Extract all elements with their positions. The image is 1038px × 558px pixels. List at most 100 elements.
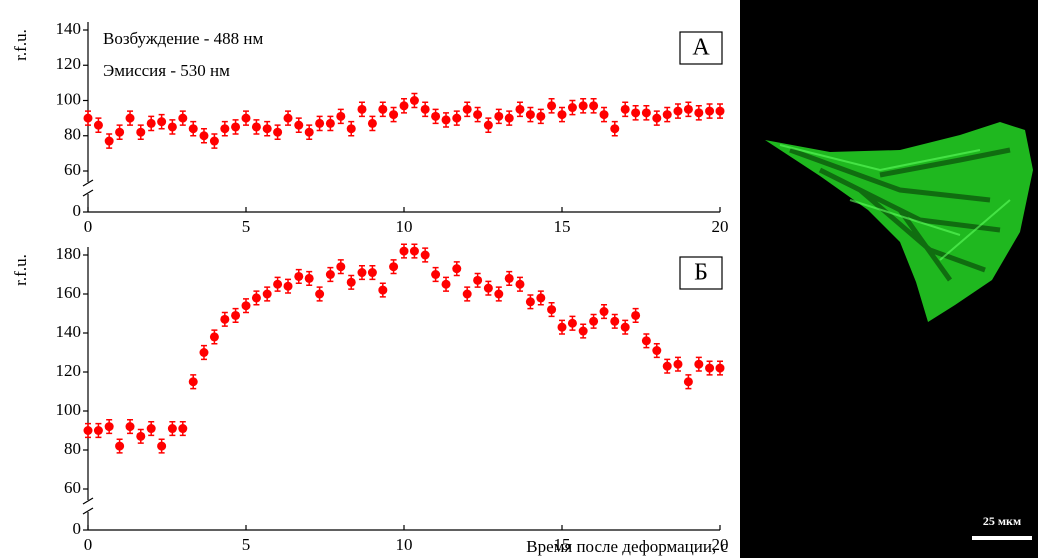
point	[620, 322, 630, 332]
cell-highlights	[779, 144, 1011, 261]
point	[336, 111, 346, 121]
point	[420, 250, 430, 260]
point	[536, 111, 546, 121]
y-tick-label: 180	[56, 244, 82, 263]
point	[662, 110, 672, 120]
point	[610, 316, 620, 326]
cell	[765, 122, 1033, 322]
point	[420, 104, 430, 114]
point	[367, 118, 377, 128]
point	[104, 136, 114, 146]
point	[273, 127, 283, 137]
point	[494, 289, 504, 299]
point	[525, 297, 535, 307]
panel-label: Б	[694, 260, 708, 286]
point	[178, 424, 188, 434]
point	[431, 270, 441, 279]
point	[231, 310, 241, 320]
point	[378, 285, 388, 295]
y-tick-label: 0	[73, 201, 82, 220]
x-tick-label: 10	[396, 535, 413, 554]
point	[483, 120, 493, 130]
point	[705, 363, 715, 373]
point	[209, 332, 219, 342]
x-axis-label: Время после деформации, с	[526, 537, 728, 556]
point	[462, 104, 472, 114]
point	[641, 336, 651, 346]
point	[125, 113, 135, 123]
panel-label-box	[679, 256, 723, 290]
point	[652, 346, 662, 356]
point	[631, 108, 641, 118]
point	[705, 106, 715, 116]
point	[125, 422, 135, 432]
x-tick-label: 5	[242, 535, 251, 554]
point	[294, 271, 304, 281]
point	[146, 118, 156, 128]
point	[346, 277, 356, 287]
axis-break	[82, 179, 94, 187]
point	[336, 262, 346, 272]
point	[515, 279, 525, 289]
point	[209, 136, 219, 146]
y-tick-label: 120	[56, 361, 82, 380]
point	[662, 361, 672, 371]
point	[294, 120, 304, 130]
y-tick-label: 100	[56, 400, 82, 419]
point	[589, 101, 599, 111]
y-tick-label: 120	[56, 54, 82, 73]
point	[452, 113, 462, 123]
point	[683, 377, 693, 387]
point	[115, 127, 125, 137]
annotation: Эмиссия - 530 нм	[103, 61, 230, 80]
point	[409, 96, 419, 105]
point	[188, 124, 198, 134]
x-tick-label: 20	[712, 217, 729, 236]
y-tick-label: 80	[64, 439, 81, 458]
point	[104, 422, 114, 432]
point	[473, 110, 483, 120]
point	[589, 316, 599, 326]
point	[431, 111, 441, 121]
axis-break	[82, 507, 94, 515]
point	[220, 314, 230, 324]
y-tick-label: 60	[64, 160, 81, 179]
point	[399, 246, 409, 256]
point	[357, 268, 367, 278]
y-tick-label: 80	[64, 125, 81, 144]
point	[389, 110, 399, 120]
point	[578, 101, 588, 111]
point	[273, 279, 283, 289]
point	[673, 359, 683, 369]
point	[83, 426, 93, 435]
point	[462, 289, 472, 299]
point	[641, 108, 651, 118]
point	[136, 431, 146, 441]
point	[631, 310, 641, 320]
point	[167, 122, 177, 132]
point	[304, 127, 314, 137]
point	[346, 124, 356, 134]
y-tick-label: 140	[56, 19, 82, 38]
point	[610, 124, 620, 134]
point	[673, 106, 683, 116]
y-tick-label: 160	[56, 283, 82, 302]
y-tick-label: 0	[73, 519, 82, 538]
point	[188, 377, 198, 387]
x-tick-label: 5	[242, 217, 251, 236]
point	[683, 104, 693, 114]
point	[199, 131, 209, 141]
x-tick-label: 15	[554, 535, 571, 554]
y-tick-label: 60	[64, 478, 81, 497]
point	[199, 348, 209, 357]
y-tick-label: 140	[56, 322, 82, 341]
point	[251, 293, 261, 303]
panel-label: А	[692, 35, 710, 61]
point	[325, 270, 335, 279]
scale-bar-label: 25 мкм	[983, 514, 1021, 528]
point	[262, 124, 272, 134]
point	[220, 124, 230, 134]
point	[389, 262, 399, 272]
